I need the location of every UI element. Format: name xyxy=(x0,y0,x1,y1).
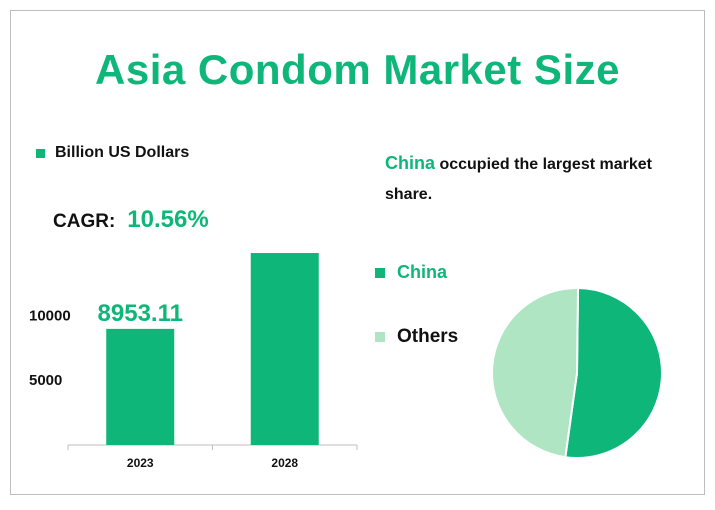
bar-2023 xyxy=(106,328,175,445)
legend-label: Billion US Dollars xyxy=(55,144,190,161)
share-note-highlight: China xyxy=(385,153,436,173)
x-tick-label: 2023 xyxy=(127,456,154,470)
pie-legend-swatch-others xyxy=(375,332,385,342)
share-note-text: occupied the largest market share. xyxy=(385,156,652,203)
cagr-value: 10.56% xyxy=(127,206,209,233)
pie-slice-others xyxy=(491,287,580,459)
share-note: China occupied the largest market share. xyxy=(385,148,695,210)
cagr-block: CAGR: 10.56% xyxy=(53,206,209,234)
pie-legend-swatch-china xyxy=(375,267,385,278)
pie-legend-label-others: Others xyxy=(397,326,459,347)
cagr-label: CAGR: xyxy=(53,211,116,232)
pie-legend-others: Others xyxy=(375,326,458,348)
x-tick-label: 2028 xyxy=(271,456,298,470)
pie-legend-label-china: China xyxy=(397,262,448,282)
pie-legend-china: China xyxy=(375,262,447,283)
bar-legend: Billion US Dollars xyxy=(36,144,189,162)
pie-chart xyxy=(491,286,663,459)
bar-2028 xyxy=(250,253,319,445)
page-title: Asia Condom Market Size xyxy=(95,46,620,93)
bar-data-label: 8953.11 xyxy=(98,300,183,327)
legend-swatch xyxy=(36,148,45,158)
y-tick-label: 10000 xyxy=(29,307,71,324)
y-tick-label: 5000 xyxy=(29,372,62,389)
bar-chart: 2023 8953.11 2028 5000 10000 xyxy=(29,253,358,470)
pie-slice-china xyxy=(564,286,663,459)
